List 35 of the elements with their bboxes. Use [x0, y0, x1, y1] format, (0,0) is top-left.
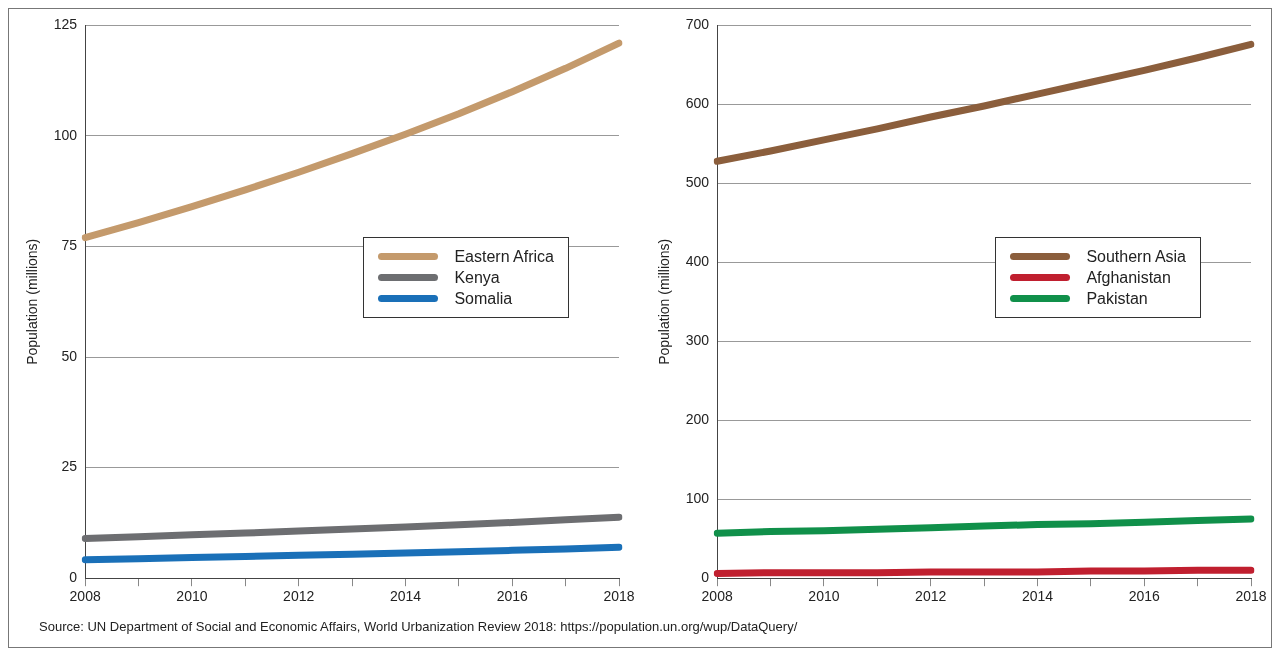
x-tick-label: 2016: [496, 588, 529, 605]
y-tick-label: 75: [61, 237, 78, 254]
y-tick-label: 25: [61, 458, 78, 475]
legend-label: Pakistan: [1086, 289, 1148, 308]
x-tick-label: 2012: [283, 588, 315, 605]
y-tick-label: 600: [685, 95, 710, 112]
x-tick-label: 2010: [176, 588, 208, 605]
x-tick-label: 2016: [1128, 588, 1161, 605]
y-tick-label: 500: [685, 174, 710, 191]
x-tick-label: 2008: [69, 588, 101, 605]
legend-label: Kenya: [454, 268, 500, 287]
y-tick-label: 0: [701, 569, 710, 586]
y-axis-title: Population (millions): [656, 238, 673, 365]
legend-label: Somalia: [454, 289, 513, 308]
x-tick-label: 2012: [915, 588, 947, 605]
y-tick-label: 0: [69, 569, 78, 586]
x-tick-label: 2010: [808, 588, 840, 605]
x-tick-label: 2008: [701, 588, 733, 605]
y-tick-label: 300: [685, 332, 710, 349]
y-tick-label: 100: [685, 490, 710, 507]
y-tick-label: 125: [53, 16, 78, 33]
y-tick-label: 100: [53, 126, 78, 143]
legend-label: Afghanistan: [1086, 268, 1171, 287]
x-tick-label: 2018: [603, 588, 635, 605]
legend-label: Eastern Africa: [454, 247, 554, 266]
x-tick-label: 2014: [1021, 588, 1054, 605]
x-tick-label: 2018: [1235, 588, 1267, 605]
source-note: Source: UN Department of Social and Economic Affairs, World Urbanization Review 2018: https://population.un.org/wup/DataQuery/: [38, 619, 799, 634]
y-tick-label: 200: [685, 411, 710, 428]
y-tick-label: 50: [61, 347, 78, 364]
y-tick-label: 400: [685, 253, 710, 270]
x-tick-label: 2014: [389, 588, 422, 605]
y-axis-title: Population (millions): [24, 238, 41, 365]
legend-label: Southern Asia: [1086, 247, 1186, 266]
y-tick-label: 700: [685, 16, 710, 33]
